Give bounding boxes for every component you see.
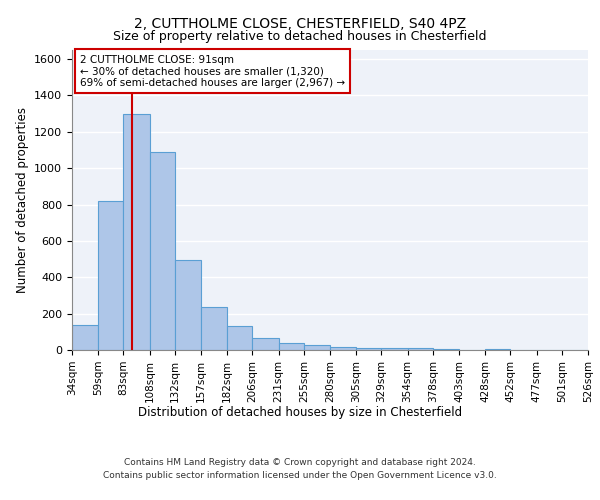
Text: 2, CUTTHOLME CLOSE, CHESTERFIELD, S40 4PZ: 2, CUTTHOLME CLOSE, CHESTERFIELD, S40 4P… — [134, 18, 466, 32]
Text: 2 CUTTHOLME CLOSE: 91sqm
← 30% of detached houses are smaller (1,320)
69% of sem: 2 CUTTHOLME CLOSE: 91sqm ← 30% of detach… — [80, 54, 345, 88]
Bar — [278, 342, 304, 350]
Bar — [149, 152, 175, 350]
Text: Size of property relative to detached houses in Chesterfield: Size of property relative to detached ho… — [113, 30, 487, 43]
Bar — [407, 348, 433, 350]
Bar — [304, 346, 330, 350]
Bar — [124, 114, 149, 350]
Bar — [433, 349, 459, 350]
Bar — [330, 348, 356, 350]
Y-axis label: Number of detached properties: Number of detached properties — [16, 107, 29, 293]
Text: Contains public sector information licensed under the Open Government Licence v3: Contains public sector information licen… — [103, 470, 497, 480]
Bar — [201, 308, 227, 350]
Text: Contains HM Land Registry data © Crown copyright and database right 2024.: Contains HM Land Registry data © Crown c… — [124, 458, 476, 467]
Bar — [382, 348, 407, 350]
Text: Distribution of detached houses by size in Chesterfield: Distribution of detached houses by size … — [138, 406, 462, 419]
Bar — [72, 324, 98, 350]
Bar — [175, 260, 201, 350]
Bar — [227, 326, 253, 350]
Bar — [253, 338, 278, 350]
Bar — [98, 201, 124, 350]
Bar — [485, 349, 511, 350]
Bar — [356, 348, 382, 350]
